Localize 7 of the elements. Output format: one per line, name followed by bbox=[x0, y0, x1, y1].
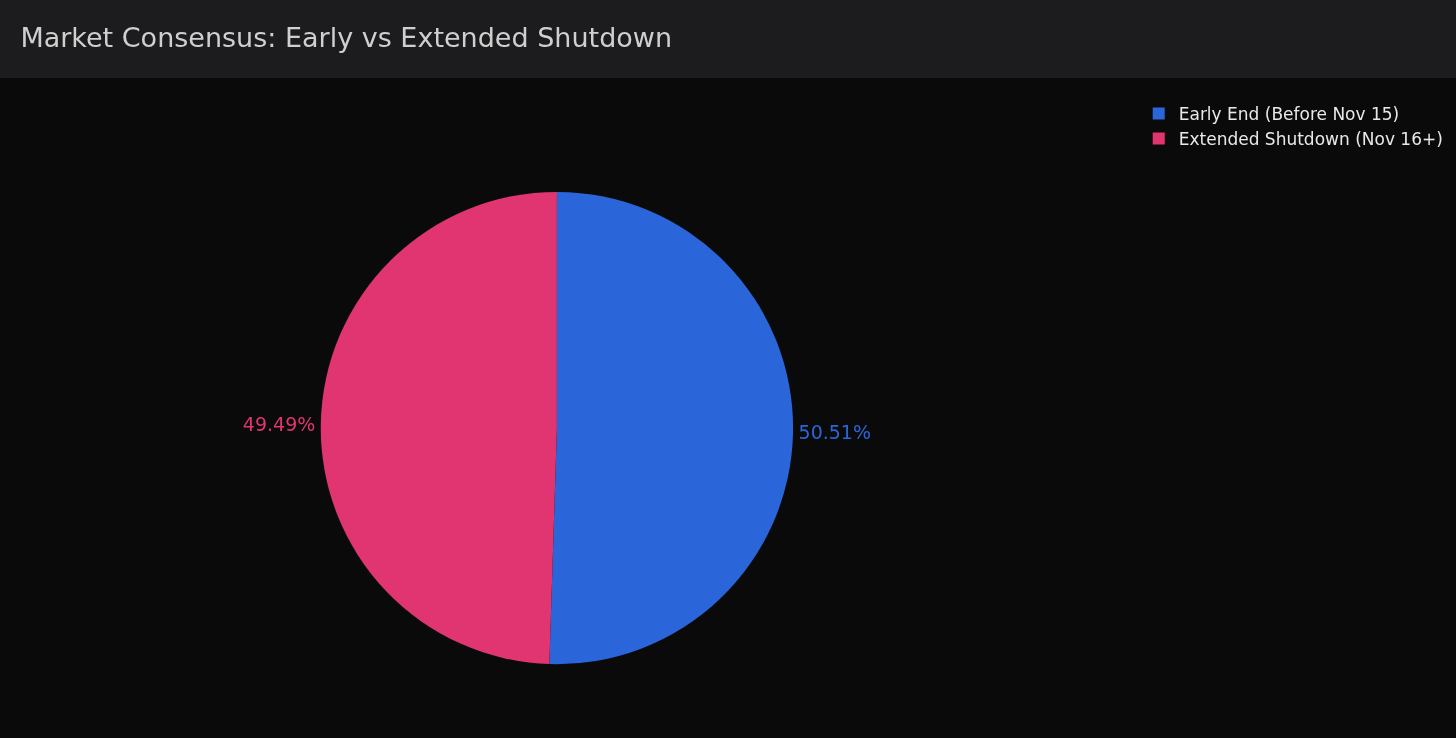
legend-label: Early End (Before Nov 15) bbox=[1178, 104, 1400, 125]
chart-title: Market Consensus: Early vs Extended Shutdown bbox=[20, 22, 673, 54]
data-label: 50.51% bbox=[798, 420, 871, 443]
legend-label: Extended Shutdown (Nov 16+) bbox=[1178, 129, 1443, 150]
data-label: 49.49% bbox=[242, 413, 316, 436]
pie-slice bbox=[320, 191, 557, 665]
pie-slice bbox=[549, 191, 793, 665]
